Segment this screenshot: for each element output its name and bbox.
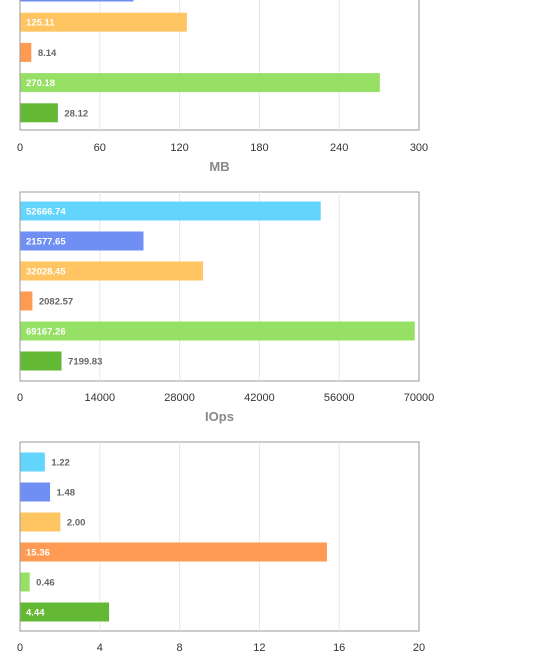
x-tick-label: 120 — [170, 142, 188, 154]
x-tick-label: 56000 — [324, 392, 355, 404]
bar — [20, 12, 187, 32]
bar — [20, 351, 62, 371]
bar — [20, 452, 45, 472]
bar-value-label: 69167.26 — [26, 327, 66, 338]
bar-value-label: 2.00 — [67, 518, 86, 529]
x-tick-label: 4 — [97, 642, 103, 654]
bar — [20, 482, 51, 502]
bar — [20, 103, 58, 123]
bar — [20, 201, 321, 221]
bar-value-label: 270.18 — [26, 78, 55, 89]
bar-value-label: 4.44 — [26, 608, 45, 619]
x-tick-label: 28000 — [164, 392, 195, 404]
bar-value-label: 1.22 — [51, 458, 70, 469]
bar-value-label: 2082.57 — [39, 297, 73, 308]
x-axis-label: IOps — [205, 409, 234, 424]
bar — [20, 572, 30, 592]
bar — [20, 231, 144, 251]
x-tick-label: 20 — [413, 642, 425, 654]
x-tick-label: 0 — [17, 142, 23, 154]
bar-value-label: 0.46 — [36, 578, 55, 589]
bar — [20, 0, 134, 2]
bar — [20, 321, 415, 341]
x-tick-label: 42000 — [244, 392, 275, 404]
bar-value-label: 21577.65 — [26, 237, 66, 248]
x-tick-label: 300 — [410, 142, 428, 154]
x-tick-label: 14000 — [85, 392, 116, 404]
bar — [20, 512, 61, 532]
x-tick-label: 0 — [17, 642, 23, 654]
bar-chart-1: 0 60 120 180 240 300 125.11 8.14 270.18 28.12 MB — [17, 0, 428, 174]
bar — [20, 73, 380, 93]
bar — [20, 602, 110, 622]
bar-value-label: 125.11 — [26, 18, 55, 29]
bar-chart-2: 0 14000 28000 42000 56000 70000 52666.74 21577.… — [17, 191, 435, 424]
plot-frame — [19, 191, 420, 382]
plot-frame — [19, 441, 420, 632]
bar-value-label: 52666.74 — [26, 207, 66, 218]
bar — [20, 542, 327, 562]
x-tick-label: 70000 — [404, 392, 435, 404]
x-tick-label: 8 — [177, 642, 183, 654]
x-tick-label: 16 — [333, 642, 345, 654]
bar-value-label: 32028.45 — [26, 267, 66, 278]
bar-value-label: 28.12 — [64, 108, 88, 119]
bar — [20, 291, 33, 311]
x-tick-label: 0 — [17, 392, 23, 404]
bar — [20, 261, 204, 281]
bar-chart-3: 0 4 8 12 16 20 1.22 1.48 2.00 15.36 0.46 4.44 — [17, 441, 425, 654]
bar-value-label: 8.14 — [38, 48, 57, 59]
x-tick-label: 240 — [330, 142, 348, 154]
bar-value-label: 1.48 — [57, 488, 76, 499]
bar-value-label: 7199.83 — [68, 357, 102, 368]
x-tick-label: 60 — [94, 142, 106, 154]
bar — [20, 42, 32, 62]
x-tick-label: 180 — [250, 142, 268, 154]
x-axis-label: MB — [209, 159, 229, 174]
bar-value-label: 15.36 — [26, 548, 50, 559]
x-tick-label: 12 — [253, 642, 265, 654]
